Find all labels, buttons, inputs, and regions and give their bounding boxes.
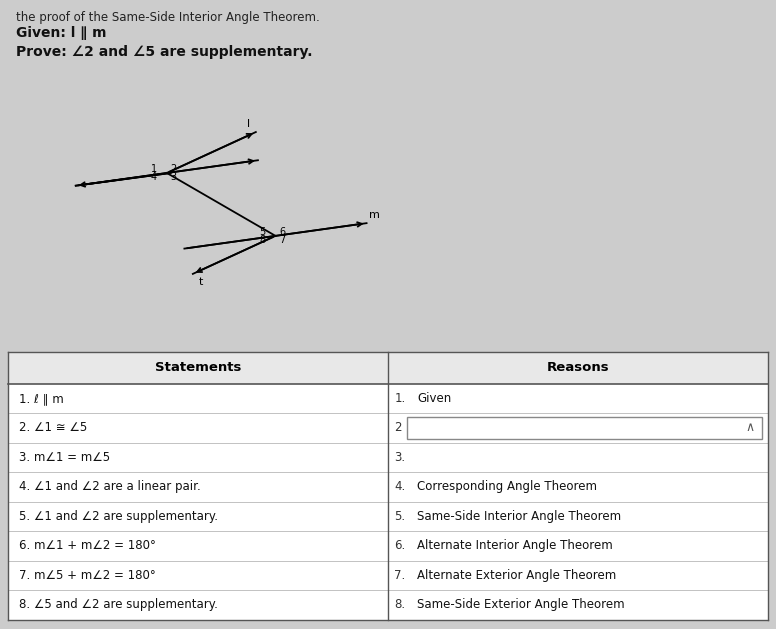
Text: Same-Side Exterior Angle Theorem: Same-Side Exterior Angle Theorem xyxy=(417,598,625,611)
Text: Corresponding Angle Theorem: Corresponding Angle Theorem xyxy=(417,481,598,493)
Text: m: m xyxy=(369,210,379,220)
Text: 8.: 8. xyxy=(394,598,405,611)
Text: 5.: 5. xyxy=(394,510,405,523)
Text: 1. ℓ ∥ m: 1. ℓ ∥ m xyxy=(19,392,64,405)
Text: 4.: 4. xyxy=(394,481,405,493)
Text: l: l xyxy=(247,119,250,129)
Text: 7: 7 xyxy=(279,235,286,245)
Text: 8. ∠5 and ∠2 are supplementary.: 8. ∠5 and ∠2 are supplementary. xyxy=(19,598,218,611)
Bar xyxy=(8,352,768,384)
Text: the proof of the Same-Side Interior Angle Theorem.: the proof of the Same-Side Interior Angl… xyxy=(16,11,319,25)
Text: 3.: 3. xyxy=(394,451,405,464)
Text: Statements: Statements xyxy=(154,362,241,374)
Text: 3: 3 xyxy=(171,172,176,182)
Text: 8: 8 xyxy=(259,235,265,245)
Text: ∧: ∧ xyxy=(745,421,754,435)
Text: 2: 2 xyxy=(394,421,402,435)
Text: 3. m∠1 = m∠5: 3. m∠1 = m∠5 xyxy=(19,451,110,464)
Text: 2: 2 xyxy=(170,164,177,174)
Text: Prove: ∠2 and ∠5 are supplementary.: Prove: ∠2 and ∠5 are supplementary. xyxy=(16,45,312,59)
Text: 6. m∠1 + m∠2 = 180°: 6. m∠1 + m∠2 = 180° xyxy=(19,539,156,552)
Text: 7. m∠5 + m∠2 = 180°: 7. m∠5 + m∠2 = 180° xyxy=(19,569,156,582)
Text: 4: 4 xyxy=(151,172,157,182)
Text: Alternate Exterior Angle Theorem: Alternate Exterior Angle Theorem xyxy=(417,569,617,582)
Text: 5: 5 xyxy=(259,226,265,237)
Bar xyxy=(407,417,762,439)
Text: 5. ∠1 and ∠2 are supplementary.: 5. ∠1 and ∠2 are supplementary. xyxy=(19,510,218,523)
Text: 2. ∠1 ≅ ∠5: 2. ∠1 ≅ ∠5 xyxy=(19,421,88,435)
Text: 7.: 7. xyxy=(394,569,405,582)
Bar xyxy=(8,352,768,620)
Text: 4. ∠1 and ∠2 are a linear pair.: 4. ∠1 and ∠2 are a linear pair. xyxy=(19,481,201,493)
Text: 6.: 6. xyxy=(394,539,405,552)
Text: t: t xyxy=(199,277,203,287)
Text: 1: 1 xyxy=(151,164,157,174)
Text: Same-Side Interior Angle Theorem: Same-Side Interior Angle Theorem xyxy=(417,510,622,523)
Text: 1.: 1. xyxy=(394,392,405,405)
Text: Reasons: Reasons xyxy=(547,362,609,374)
Text: Given: Given xyxy=(417,392,452,405)
Text: Alternate Interior Angle Theorem: Alternate Interior Angle Theorem xyxy=(417,539,613,552)
Text: Given: l ∥ m: Given: l ∥ m xyxy=(16,26,106,40)
Text: 6: 6 xyxy=(279,226,285,237)
